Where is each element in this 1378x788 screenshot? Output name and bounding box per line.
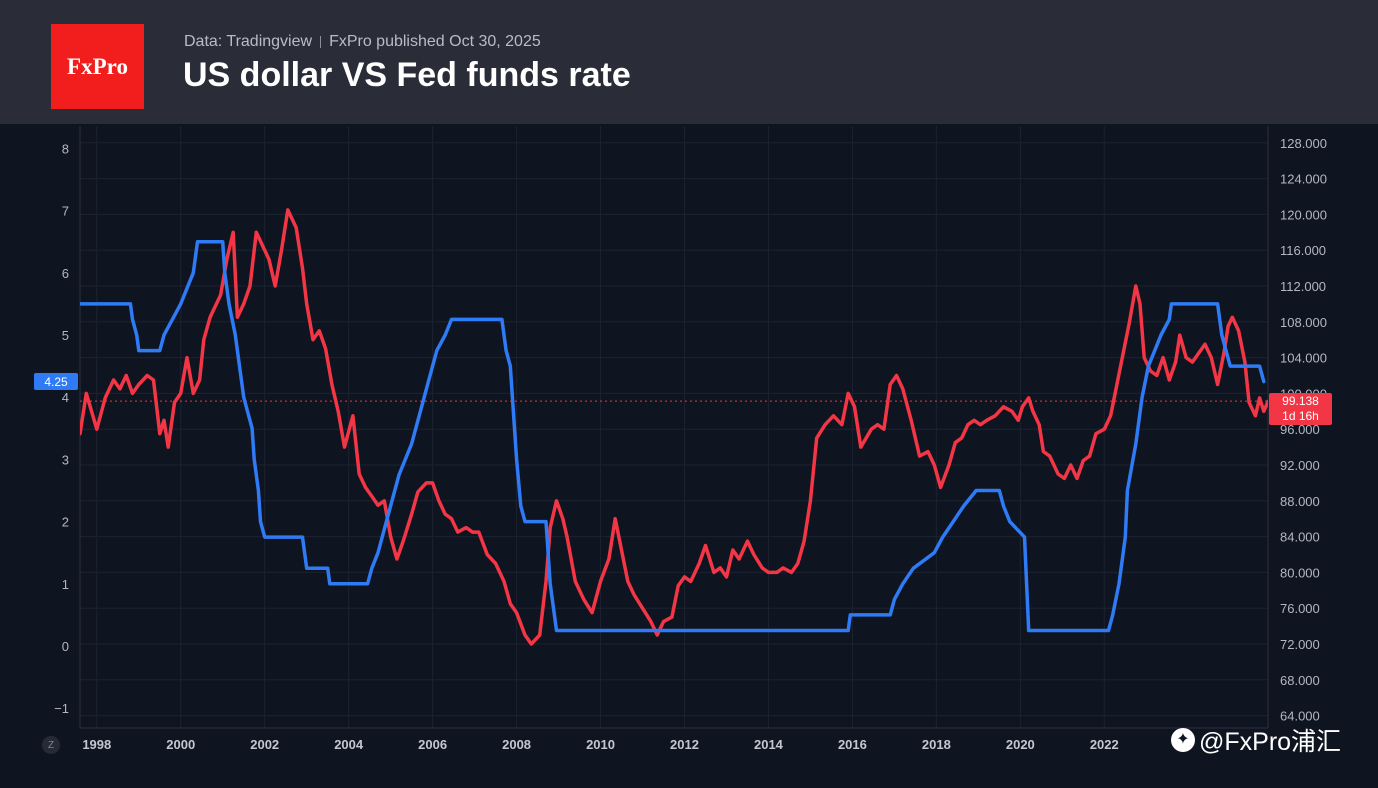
z-button[interactable]: Z — [42, 736, 60, 754]
right-y-ticks: 128.000 124.000 120.000 116.000 112.000 108.0… — [1280, 136, 1327, 724]
x-tick-label: 2014 — [754, 737, 784, 752]
source-line: Data: Tradingview FxPro published Oct 30,… — [184, 33, 541, 51]
right-y-tick-label: 92.000 — [1280, 458, 1320, 473]
x-tick-label: 2012 — [670, 737, 699, 752]
right-y-tick-label: 124.000 — [1280, 172, 1327, 187]
left-y-tick-label: 1 — [62, 577, 69, 592]
x-tick-label: 1998 — [82, 737, 111, 752]
left-y-tick-label: 4 — [62, 390, 69, 405]
right-y-tick-label: 84.000 — [1280, 530, 1320, 545]
header-bar: FxPro Data: Tradingview FxPro published O… — [0, 0, 1378, 124]
x-tick-label: 2018 — [922, 737, 951, 752]
usd-countdown: 1d 16h — [1282, 409, 1319, 423]
left-y-tick-label: 8 — [62, 141, 69, 156]
watermark: ✦ @FxPro浦汇 — [1171, 722, 1341, 758]
fed-rate-badge: 4.25 — [34, 373, 78, 390]
right-y-tick-label: 116.000 — [1280, 243, 1326, 258]
right-y-tick-label: 68.000 — [1280, 673, 1320, 688]
x-tick-label: 2006 — [418, 737, 447, 752]
right-y-tick-label: 104.000 — [1280, 351, 1327, 366]
left-y-tick-label: 2 — [62, 515, 69, 530]
right-y-tick-label: 120.000 — [1280, 207, 1327, 222]
x-tick-label: 2020 — [1006, 737, 1035, 752]
usd-price-badge: 99.138 1d 16h — [1269, 393, 1332, 425]
fxpro-logo: FxPro — [51, 24, 144, 109]
usd-price-value: 99.138 — [1282, 394, 1319, 408]
weibo-icon: ✦ — [1171, 728, 1195, 752]
data-source: Data: Tradingview — [184, 33, 313, 50]
right-y-tick-label: 76.000 — [1280, 601, 1320, 616]
usd-index-line[interactable] — [80, 208, 1268, 646]
x-tick-label: 2000 — [166, 737, 195, 752]
left-y-tick-label: 6 — [62, 266, 69, 281]
x-tick-label: 2004 — [334, 737, 364, 752]
right-y-tick-label: 96.000 — [1280, 422, 1320, 437]
right-y-tick-label: 72.000 — [1280, 637, 1320, 652]
right-y-tick-label: 108.000 — [1280, 315, 1327, 330]
watermark-text: @FxPro浦汇 — [1199, 728, 1342, 756]
right-y-tick-label: 112.000 — [1280, 279, 1326, 294]
x-tick-label: 2008 — [502, 737, 531, 752]
left-y-tick-label: 0 — [62, 639, 69, 654]
separator — [320, 35, 322, 48]
x-tick-label: 2022 — [1090, 737, 1119, 752]
left-y-ticks: 8 7 6 5 4 3 2 1 0 −1 — [54, 141, 69, 716]
x-tick-label: 2002 — [250, 737, 279, 752]
x-tick-label: 2010 — [586, 737, 615, 752]
chart-title: US dollar VS Fed funds rate — [183, 56, 631, 94]
published-date: FxPro published Oct 30, 2025 — [329, 33, 541, 50]
x-ticks: 1998 2000 2002 2004 2006 2008 2010 2012 2014 2016… — [82, 737, 1118, 752]
left-y-tick-label: 7 — [62, 204, 69, 219]
left-y-tick-label: 3 — [62, 452, 69, 467]
right-y-tick-label: 88.000 — [1280, 494, 1320, 509]
chart-canvas[interactable]: 8 7 6 5 4 3 2 1 0 −1 128.000 124.000 120.000 116.000… — [0, 124, 1378, 788]
x-tick-label: 2016 — [838, 737, 867, 752]
right-y-tick-label: 64.000 — [1280, 709, 1320, 724]
right-y-tick-label: 80.000 — [1280, 565, 1320, 580]
left-y-tick-label: −1 — [54, 701, 69, 716]
fed-funds-rate-line[interactable] — [80, 239, 1266, 633]
left-y-tick-label: 5 — [62, 328, 69, 343]
right-y-tick-label: 128.000 — [1280, 136, 1327, 151]
grid — [80, 126, 1268, 728]
